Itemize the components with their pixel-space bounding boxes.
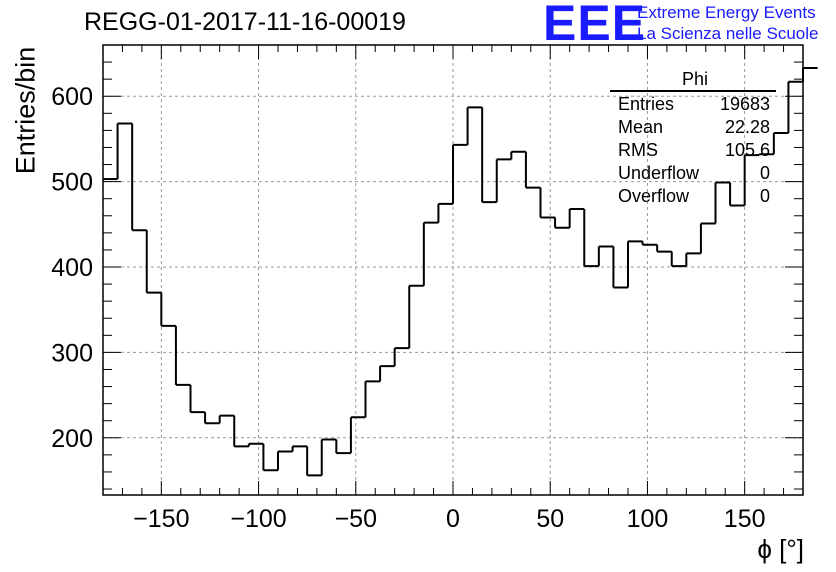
stats-row-entries: Entries 19683	[610, 93, 770, 116]
histogram-bin	[627, 240, 643, 288]
histogram-bin	[364, 380, 381, 418]
histogram-bin	[349, 416, 366, 454]
y-tick-label: 300	[51, 339, 93, 367]
histogram-bin	[189, 384, 206, 414]
y-tick-label: 500	[51, 169, 93, 197]
stats-name: Phi	[681, 69, 708, 89]
histogram-bin	[174, 325, 191, 386]
histogram-bin	[466, 106, 483, 145]
histogram-bin	[743, 154, 760, 206]
eee-logo: EEE	[543, 0, 647, 51]
histogram-bin	[787, 80, 803, 133]
histogram-bin	[539, 187, 556, 219]
histogram-bin	[772, 131, 789, 155]
histogram-bin	[408, 284, 424, 349]
x-tick-label: −50	[335, 505, 377, 533]
chart-title: REGG-01-2017-11-16-00019	[84, 8, 406, 36]
stats-value: 105.6	[724, 140, 770, 160]
stats-value: 22.28	[724, 117, 770, 137]
histogram-bin	[306, 446, 322, 477]
histogram-bin	[510, 150, 526, 160]
histogram-bin	[145, 230, 162, 294]
histogram-bin	[131, 123, 147, 232]
histogram-bin	[729, 182, 745, 207]
y-tick-label: 200	[51, 425, 93, 453]
histogram-bin	[758, 153, 774, 156]
logo-line-2: La Scienza nelle Scuole	[637, 24, 819, 43]
histogram-bin	[452, 143, 468, 204]
histogram-bin	[714, 181, 731, 224]
stats-row-mean: Mean 22.28	[610, 116, 770, 139]
y-axis-label: Entries/bin	[10, 46, 41, 175]
histogram-bin	[393, 347, 410, 367]
stats-label: Overflow	[618, 186, 690, 206]
histogram-bin	[583, 208, 599, 268]
stats-row-overflow: Overflow 0	[610, 185, 770, 208]
stats-row-rms: RMS 105.6	[610, 139, 770, 162]
x-tick-label: 50	[536, 505, 564, 533]
histogram-bin	[597, 245, 614, 267]
x-tick-label: −100	[230, 505, 286, 533]
histogram-bin	[291, 445, 308, 452]
histogram-bin	[218, 414, 235, 424]
histogram-bin	[641, 241, 658, 246]
stats-label: RMS	[618, 140, 658, 160]
histogram-bin	[277, 450, 293, 471]
stats-value: 0	[759, 163, 770, 183]
x-tick-label: 100	[627, 505, 669, 533]
x-tick-label: −150	[133, 505, 189, 533]
histogram-bin	[247, 442, 264, 447]
histogram-bin	[568, 207, 585, 228]
histogram-bin	[379, 365, 395, 382]
stats-label: Entries	[618, 94, 675, 114]
histogram-bin	[233, 415, 249, 448]
stats-row-underflow: Underflow 0	[610, 162, 770, 185]
y-tick-label: 400	[51, 254, 93, 282]
histogram-bin	[422, 221, 439, 286]
stats-label: Underflow	[618, 163, 700, 183]
histogram-bin	[670, 251, 687, 268]
y-tick-label: 600	[51, 83, 93, 111]
histogram-bin	[524, 151, 541, 189]
histogram-bin	[116, 122, 133, 180]
histogram-bin	[612, 246, 628, 289]
histogram-bin	[802, 67, 818, 82]
stats-value: 19683	[719, 94, 770, 114]
x-tick-label: 0	[446, 505, 460, 533]
stats-value: 0	[759, 186, 770, 206]
histogram-bin	[204, 412, 220, 425]
histogram-bin	[335, 439, 351, 455]
histogram-bin	[495, 158, 512, 203]
histogram-bin	[554, 217, 570, 229]
logo-line-1: Extreme Energy Events	[637, 3, 816, 22]
stats-box: Phi Entries 19683 Mean 22.28 RMS 105.6 U…	[610, 68, 776, 208]
stats-divider	[610, 90, 776, 92]
histogram-bin	[437, 202, 453, 223]
histogram-bin	[685, 252, 701, 267]
histogram-bin	[656, 244, 672, 253]
stats-label: Mean	[618, 117, 664, 137]
histogram-bin	[160, 292, 176, 327]
histogram-bin	[320, 438, 337, 476]
histogram-bin	[262, 443, 278, 472]
x-axis-label: ϕ [°]	[757, 534, 804, 564]
histogram-bin	[699, 222, 716, 254]
x-tick-label: 150	[724, 505, 766, 533]
plot-frame	[102, 44, 804, 496]
histogram-bin	[481, 107, 497, 204]
